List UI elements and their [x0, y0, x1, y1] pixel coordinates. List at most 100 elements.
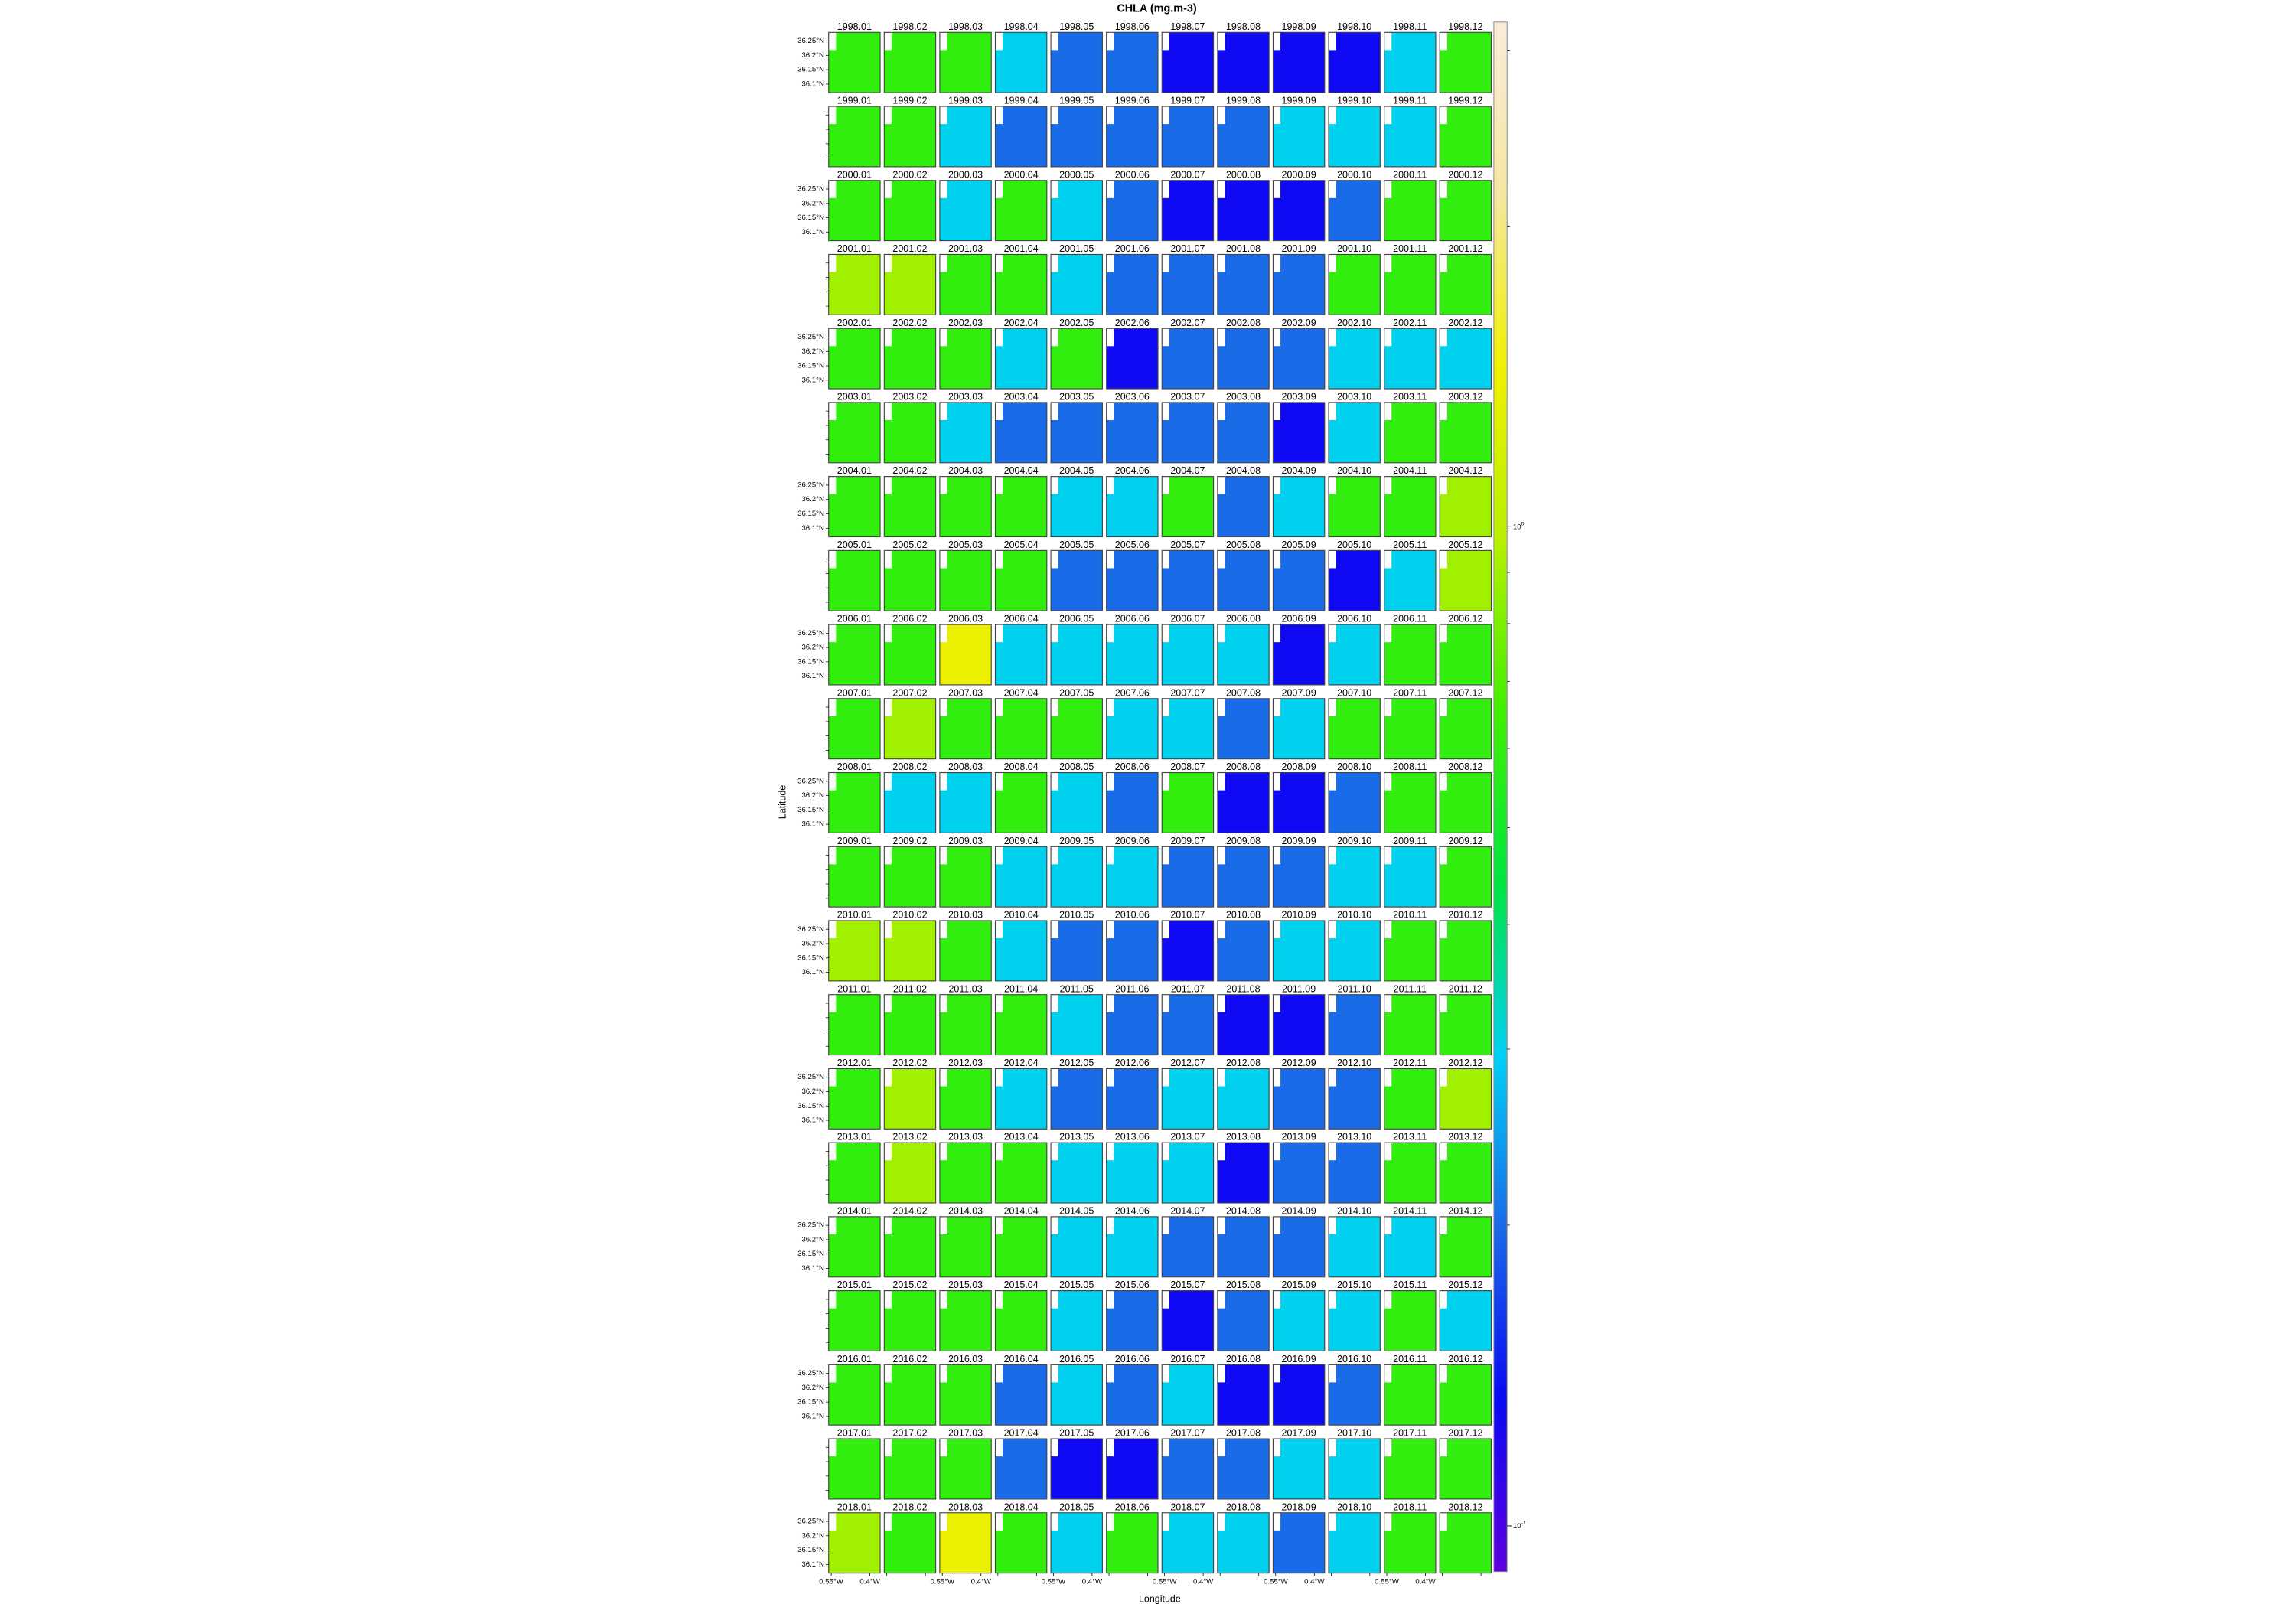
land	[1217, 32, 1225, 51]
panel-title: 2010.01	[837, 910, 872, 921]
panel-cell	[1440, 1068, 1492, 1130]
panel-title: 2008.07	[1170, 761, 1205, 772]
land	[1273, 624, 1281, 643]
panel-frame	[994, 328, 1048, 390]
panel-frame	[994, 698, 1048, 760]
y-tick-label: 36.25°N	[797, 1369, 824, 1377]
panel-title: 2014.08	[1226, 1205, 1261, 1216]
panel-cell	[939, 772, 992, 833]
panel-frame	[883, 106, 937, 168]
land	[1384, 1068, 1392, 1087]
panel-cell	[1051, 1512, 1103, 1573]
x-tick-label: 0.4°W	[1415, 1578, 1436, 1586]
land	[939, 1439, 947, 1457]
land	[1051, 1068, 1058, 1087]
panel-cell	[828, 624, 881, 685]
panel-cell	[1106, 1068, 1158, 1130]
land	[1217, 180, 1225, 198]
panel-cell	[828, 1216, 881, 1277]
land	[1162, 328, 1169, 347]
panel-title: 2010.09	[1282, 910, 1316, 921]
panel-cell	[1329, 1290, 1381, 1351]
land	[1051, 328, 1058, 347]
panel-frame	[1439, 1142, 1492, 1204]
panel-title: 2017.07	[1170, 1428, 1205, 1439]
panel-frame	[1439, 771, 1492, 833]
panel-title: 2016.03	[948, 1354, 983, 1364]
land	[1217, 698, 1225, 716]
panel-title: 2012.08	[1226, 1058, 1261, 1068]
panel-cell	[1217, 550, 1270, 611]
panel-title: 2014.09	[1282, 1205, 1316, 1216]
panel-frame	[1272, 698, 1326, 760]
panel-frame	[1106, 180, 1159, 242]
panel-frame	[883, 180, 937, 242]
panel-frame	[1384, 1364, 1437, 1426]
panel-cell	[1106, 994, 1158, 1055]
panel-frame	[883, 328, 937, 390]
panel-frame	[1272, 1512, 1326, 1574]
panel-cell	[1106, 1290, 1158, 1351]
panel-frame	[994, 994, 1048, 1056]
panel-frame	[1272, 994, 1326, 1056]
land	[939, 32, 947, 51]
panel-frame	[1217, 1068, 1270, 1130]
panel-frame	[883, 1364, 937, 1426]
panel-cell	[884, 1439, 936, 1499]
panel-title: 2012.04	[1004, 1058, 1039, 1068]
panel-cell	[1329, 698, 1381, 759]
panel-cell	[1051, 1068, 1103, 1130]
panel-frame	[1384, 1068, 1437, 1130]
panel-cell	[1440, 920, 1492, 981]
panel-cell	[828, 846, 881, 908]
panel-frame	[994, 402, 1048, 464]
panel-title: 2011.11	[1394, 983, 1427, 994]
land	[1106, 846, 1114, 865]
panel-frame	[1161, 1438, 1215, 1500]
land	[1384, 994, 1392, 1012]
panel-frame	[1106, 253, 1159, 315]
panel-frame	[883, 920, 937, 982]
panel-cell	[1106, 32, 1158, 93]
panel-title: 2005.08	[1226, 540, 1261, 550]
panel-frame	[1272, 253, 1326, 315]
panel-frame	[1161, 106, 1215, 168]
panel-title: 2016.08	[1226, 1354, 1261, 1364]
panel-frame	[1272, 180, 1326, 242]
y-tick-label: 36.1°N	[801, 968, 824, 976]
panel-cell	[1217, 1068, 1270, 1130]
panel-title: 2009.10	[1337, 836, 1371, 846]
panel-title: 2016.11	[1393, 1354, 1427, 1364]
land	[828, 1216, 837, 1234]
panel-cell	[939, 920, 992, 981]
panel-frame	[883, 1290, 937, 1352]
panel-title: 2007.09	[1282, 687, 1316, 698]
land	[1217, 1068, 1225, 1087]
panel-cell	[1384, 772, 1436, 833]
panel-frame	[939, 1068, 992, 1130]
panel-cell	[1106, 550, 1158, 611]
panel-title: 2006.04	[1004, 614, 1039, 624]
panel-title: 2010.05	[1059, 910, 1094, 921]
panel-cell	[884, 550, 936, 611]
panel-title: 2018.07	[1170, 1501, 1205, 1512]
panel-frame	[1328, 1364, 1381, 1426]
panel-frame	[1384, 180, 1437, 242]
land	[828, 328, 837, 347]
land	[1106, 402, 1114, 420]
panel-cell	[939, 32, 992, 93]
y-tick-label: 36.1°N	[801, 1264, 824, 1273]
land	[884, 32, 892, 51]
panel-frame	[1328, 771, 1381, 833]
panel-cell	[1440, 1290, 1492, 1351]
land	[1440, 106, 1447, 125]
land	[828, 1290, 837, 1309]
panel-cell	[884, 328, 936, 390]
panel-cell	[939, 1068, 992, 1130]
land	[884, 476, 892, 494]
panel-cell	[1217, 254, 1270, 315]
panel-title: 1998.09	[1282, 21, 1316, 32]
panel-title: 2018.08	[1226, 1501, 1261, 1512]
panel-frame	[939, 253, 992, 315]
land	[1162, 550, 1169, 569]
